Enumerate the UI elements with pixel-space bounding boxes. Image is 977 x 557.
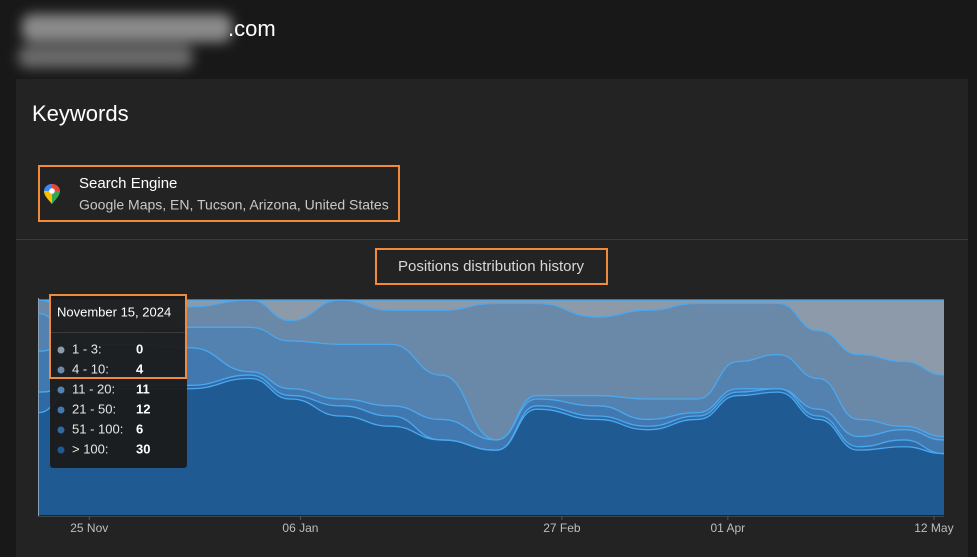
area xyxy=(39,378,944,515)
x-ticks: 25 Nov 06 Jan 27 Feb 01 Apr 12 May xyxy=(70,516,954,535)
area xyxy=(39,300,944,376)
area xyxy=(39,300,944,440)
tooltip-series-name: 51 - 100: xyxy=(72,421,123,436)
series-line xyxy=(38,313,945,441)
tooltip-series-value: 6 xyxy=(136,421,143,436)
highlight-box xyxy=(375,248,608,285)
tooltip-series-value: 12 xyxy=(136,401,150,416)
tooltip-box xyxy=(50,295,187,468)
tooltip-series-name: 1 - 3: xyxy=(72,341,102,356)
highlight-box xyxy=(38,165,400,222)
card-title: Keywords xyxy=(32,101,129,126)
series-line xyxy=(38,343,945,441)
tooltip-series-name: 11 - 20: xyxy=(72,381,115,396)
chart-title: Positions distribution history xyxy=(398,258,584,275)
tooltip-dot xyxy=(57,346,65,354)
tooltip-title: November 15, 2024 xyxy=(57,304,171,319)
tooltip-series-value: 30 xyxy=(136,441,150,456)
x-tick-label: 25 Nov xyxy=(70,521,108,535)
search-engine-value: Google Maps, EN, Tucson, Arizona, United… xyxy=(79,197,389,213)
x-tick-label: 12 May xyxy=(914,521,953,535)
series-line xyxy=(38,299,945,376)
maps-icon xyxy=(44,184,60,204)
highlight-box xyxy=(49,294,187,379)
tooltip-dot xyxy=(57,366,65,374)
tooltip-series-name: 4 - 10: xyxy=(72,361,109,376)
x-tick-label: 27 Feb xyxy=(543,521,581,535)
tooltip: November 15, 2024 1 - 3: 0 4 - 10: 4 11 - 20:… xyxy=(49,294,187,468)
x-tick-label: 06 Jan xyxy=(282,521,318,535)
tooltip-series-name: > 100: xyxy=(72,441,109,456)
tooltip-series-value: 11 xyxy=(136,381,150,396)
series-line xyxy=(38,377,945,455)
search-engine-label: Search Engine xyxy=(79,175,177,192)
tooltip-series-name: 21 - 50: xyxy=(72,401,116,416)
site-title: .com xyxy=(228,16,276,41)
tooltip-series-value: 4 xyxy=(136,361,144,376)
tooltip-dot xyxy=(57,386,65,394)
area xyxy=(39,313,944,440)
x-tick-label: 01 Apr xyxy=(710,521,745,535)
series-line xyxy=(38,374,945,455)
tooltip-dot xyxy=(57,406,65,414)
tooltip-series-value: 0 xyxy=(136,341,143,356)
redacted-header xyxy=(18,14,232,68)
tooltip-dot xyxy=(57,446,65,454)
tooltip-dot xyxy=(57,426,65,434)
